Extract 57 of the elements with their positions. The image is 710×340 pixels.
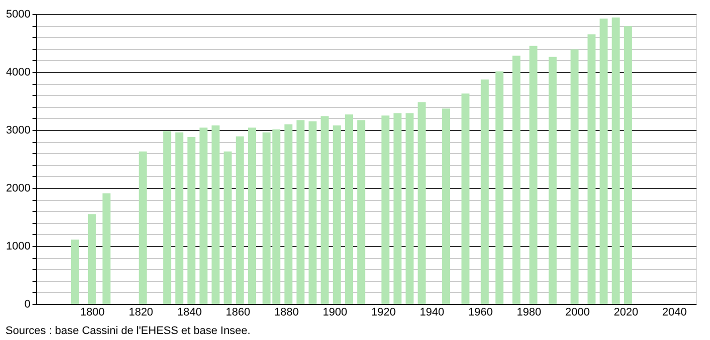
x-tick-label: 1940 (420, 306, 444, 318)
x-tick-label: 2000 (565, 306, 590, 318)
bar (442, 108, 450, 304)
bar (345, 114, 354, 304)
x-tick-label: 1820 (128, 306, 154, 318)
bar (187, 136, 196, 304)
bar (461, 93, 470, 304)
bar (418, 102, 426, 304)
bar (272, 129, 280, 304)
x-tick-label: 1980 (516, 306, 542, 318)
bar (212, 125, 220, 304)
x-tick-label: 1900 (322, 306, 348, 318)
bar (529, 46, 538, 304)
source-note: Sources : base Cassini de l'EHESS et base Insee. (6, 325, 250, 337)
bar (624, 26, 632, 304)
bar (224, 151, 232, 304)
x-tick-label: 2020 (614, 306, 638, 318)
bar (495, 71, 504, 304)
y-tick-label: 1000 (6, 240, 30, 252)
bar (512, 56, 520, 304)
y-tick-label: 2000 (6, 182, 30, 194)
bar (296, 120, 305, 304)
bar (548, 56, 557, 304)
bar (600, 18, 608, 304)
x-tick-label: 1920 (371, 306, 396, 318)
bar (138, 151, 147, 304)
y-tick-label: 0 (24, 298, 30, 310)
x-tick-label: 2040 (662, 306, 687, 318)
bar (612, 17, 620, 304)
bar (88, 214, 96, 304)
bar (102, 193, 110, 304)
y-tick-label: 4000 (6, 66, 30, 78)
bar (332, 125, 341, 304)
bar (308, 121, 317, 304)
bar (248, 128, 256, 304)
bar (175, 132, 184, 304)
x-tick-label: 1860 (226, 306, 250, 318)
bar (406, 113, 414, 304)
y-tick-label: 3000 (6, 124, 30, 136)
bar (284, 124, 292, 304)
bar (236, 136, 244, 304)
bar (200, 128, 208, 304)
bar (163, 131, 172, 304)
y-tick-label: 5000 (6, 8, 30, 20)
bar (570, 49, 579, 304)
bar (357, 120, 366, 304)
x-tick-label: 1960 (468, 306, 493, 318)
bar (70, 240, 79, 304)
x-tick-label: 1840 (177, 306, 202, 318)
bar (480, 80, 489, 304)
x-tick-label: 1880 (274, 306, 299, 318)
bar (381, 116, 390, 304)
bar (262, 132, 271, 304)
bar (394, 113, 402, 304)
bar (588, 34, 596, 304)
x-tick-label: 1800 (80, 306, 105, 318)
bar (320, 116, 329, 304)
